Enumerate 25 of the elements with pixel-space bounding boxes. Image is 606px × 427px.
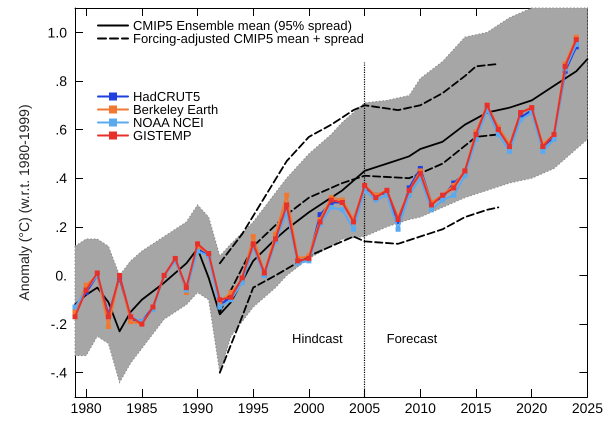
legend-label: Berkeley Earth: [133, 102, 218, 117]
y-tick-label: .2: [55, 218, 68, 235]
x-tick-label: 2000: [293, 400, 325, 416]
x-tick-label: 1990: [182, 400, 214, 416]
legend-label: GISTEMP: [133, 128, 192, 143]
x-tick-label: 1985: [126, 400, 158, 416]
annotation: Forecast: [386, 331, 438, 346]
x-tick-label: 2005: [349, 400, 380, 416]
y-tick-label: .6: [55, 122, 68, 138]
y-tick-label: -.4: [50, 364, 68, 381]
legend-label: CMIP5 Ensemble mean (95% spread): [133, 18, 352, 33]
legend-label: HadCRUT5: [133, 89, 200, 104]
x-tick-label: 2015: [460, 400, 492, 416]
y-tick-label: 1.0: [48, 24, 68, 40]
annotation: Hindcast: [292, 331, 344, 346]
y-tick-label: 0.: [55, 267, 67, 284]
x-tick-label: 2010: [404, 400, 436, 416]
x-tick-label: 1995: [238, 400, 270, 416]
y-tick-label: .4: [55, 170, 68, 186]
y-axis-title: Anomaly (°C) (w.r.t. 1980-1999): [16, 104, 32, 301]
y-tick-label: -.2: [50, 316, 68, 332]
x-tick-label: 1980: [70, 400, 102, 416]
x-tick-label: 2020: [516, 400, 548, 416]
y-tick-label: .8: [55, 72, 68, 89]
x-tick-label: 2025: [572, 400, 604, 416]
